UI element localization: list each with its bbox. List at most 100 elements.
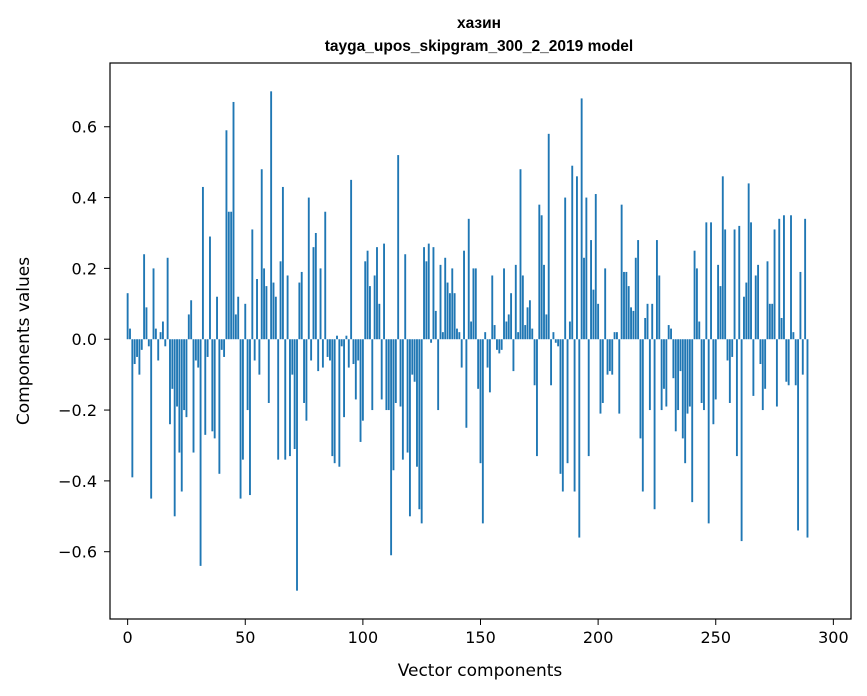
bar [312,247,315,340]
bar [479,339,482,464]
bar [658,275,661,340]
bar [674,339,677,432]
bar [717,264,720,340]
bar [528,300,531,340]
bar [557,339,560,347]
bar [794,339,797,386]
bar [651,303,654,340]
bar [719,286,722,340]
bar [611,339,614,375]
bar [227,211,230,340]
bar [698,321,701,340]
bar [799,271,802,340]
bar [496,339,498,350]
bar [387,339,390,411]
bar [618,339,621,414]
y-tick-label: 0.0 [72,330,97,349]
bar [580,98,583,340]
bar [500,339,503,350]
bar [350,179,353,340]
bar [394,339,397,403]
bar [324,211,327,340]
bar [488,339,491,393]
bar [157,339,160,361]
bar [599,339,602,414]
bar [561,339,564,492]
bar [663,339,665,389]
bar [740,339,743,542]
bar [314,232,317,340]
bar [401,339,404,460]
bar [385,339,388,411]
x-tick-label: 150 [465,628,496,647]
bar [133,339,136,365]
bar [517,332,520,340]
bar [216,296,218,340]
bar [329,339,331,361]
bar [169,339,171,425]
bar [505,321,508,340]
bar [778,218,781,340]
bar [199,339,202,566]
bar [185,339,188,418]
bar [338,339,341,467]
bar [804,218,807,340]
bar [797,339,800,531]
bar [714,339,717,400]
bar [752,339,755,396]
bar [413,339,416,382]
bar [296,339,298,591]
bar [361,339,364,421]
bar [477,339,480,389]
bar [418,339,421,510]
x-axis-label: Vector components [398,661,563,681]
bar [291,339,294,375]
bar [606,339,609,375]
bar [700,339,703,403]
bar [241,339,244,460]
bar [164,339,167,347]
bar [298,282,301,340]
bar [745,282,748,340]
bar [677,339,680,411]
bar [592,289,595,340]
bar [503,268,505,340]
x-tick-label: 200 [583,628,614,647]
bar [352,339,355,365]
bar [430,339,433,343]
bar [171,339,174,389]
bar [143,254,146,340]
bar [460,339,463,368]
bar [630,307,632,340]
bar [625,271,628,340]
bar [131,339,134,478]
bar [604,268,607,340]
bar [771,303,774,340]
bar [180,339,183,492]
bar [519,169,522,340]
bar [317,339,320,372]
bar [397,155,400,340]
bar [665,339,668,407]
bar [547,133,550,340]
bar [333,339,336,464]
bar [300,271,303,340]
bar [670,328,672,340]
bar [249,339,251,496]
bar [220,339,223,350]
bar [150,339,153,499]
bar [336,335,338,340]
bar [136,339,138,357]
bar [728,339,731,403]
bar [790,215,792,340]
bar [246,339,249,411]
bar [286,275,289,340]
bar [646,303,649,340]
bar [439,264,442,340]
bar [173,339,176,517]
bar [735,339,738,457]
bar [705,222,708,340]
bar [710,222,712,340]
bar [521,275,524,340]
bar [759,339,762,365]
